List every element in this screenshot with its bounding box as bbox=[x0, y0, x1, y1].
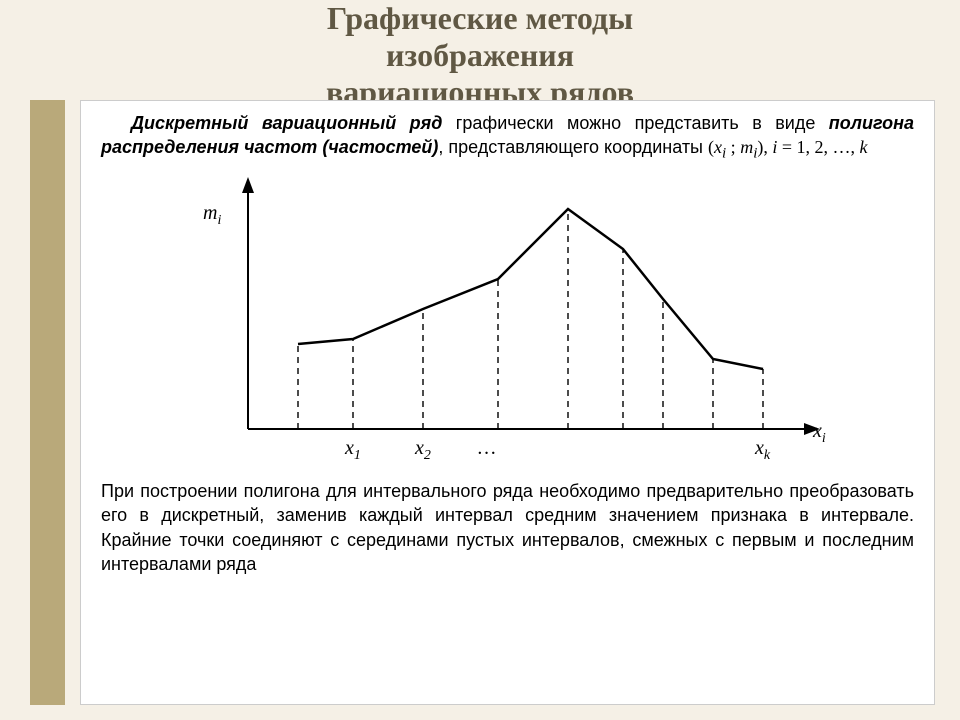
formula: (xi ; mi), i = 1, 2, …, k bbox=[708, 137, 868, 157]
para1-text2: графически можно представить в виде bbox=[442, 113, 828, 133]
para1-bold1: Дискретный вариационный ряд bbox=[131, 113, 442, 133]
paragraph-2: При построении полигона для интервальног… bbox=[101, 479, 914, 576]
svg-text:xk: xk bbox=[754, 437, 771, 463]
para1-text4: , представляющего координаты bbox=[438, 137, 708, 157]
svg-text:x2: x2 bbox=[414, 437, 431, 463]
paragraph-1: Дискретный вариационный ряд графически м… bbox=[101, 111, 914, 164]
content-panel: Дискретный вариационный ряд графически м… bbox=[80, 100, 935, 705]
title-line-1: Графические методы bbox=[327, 0, 633, 36]
svg-text:…: … bbox=[478, 437, 496, 459]
chart-svg: mi xi x1 x2 … xk bbox=[168, 169, 848, 469]
svg-text:x1: x1 bbox=[344, 437, 361, 463]
left-accent-strip bbox=[30, 100, 65, 705]
svg-text:xi: xi bbox=[812, 420, 826, 446]
polygon-chart: mi xi x1 x2 … xk bbox=[101, 169, 914, 469]
title-line-2: изображения bbox=[386, 37, 574, 73]
slide-title: Графические методы изображения вариацион… bbox=[0, 0, 960, 110]
svg-text:mi: mi bbox=[203, 202, 221, 228]
